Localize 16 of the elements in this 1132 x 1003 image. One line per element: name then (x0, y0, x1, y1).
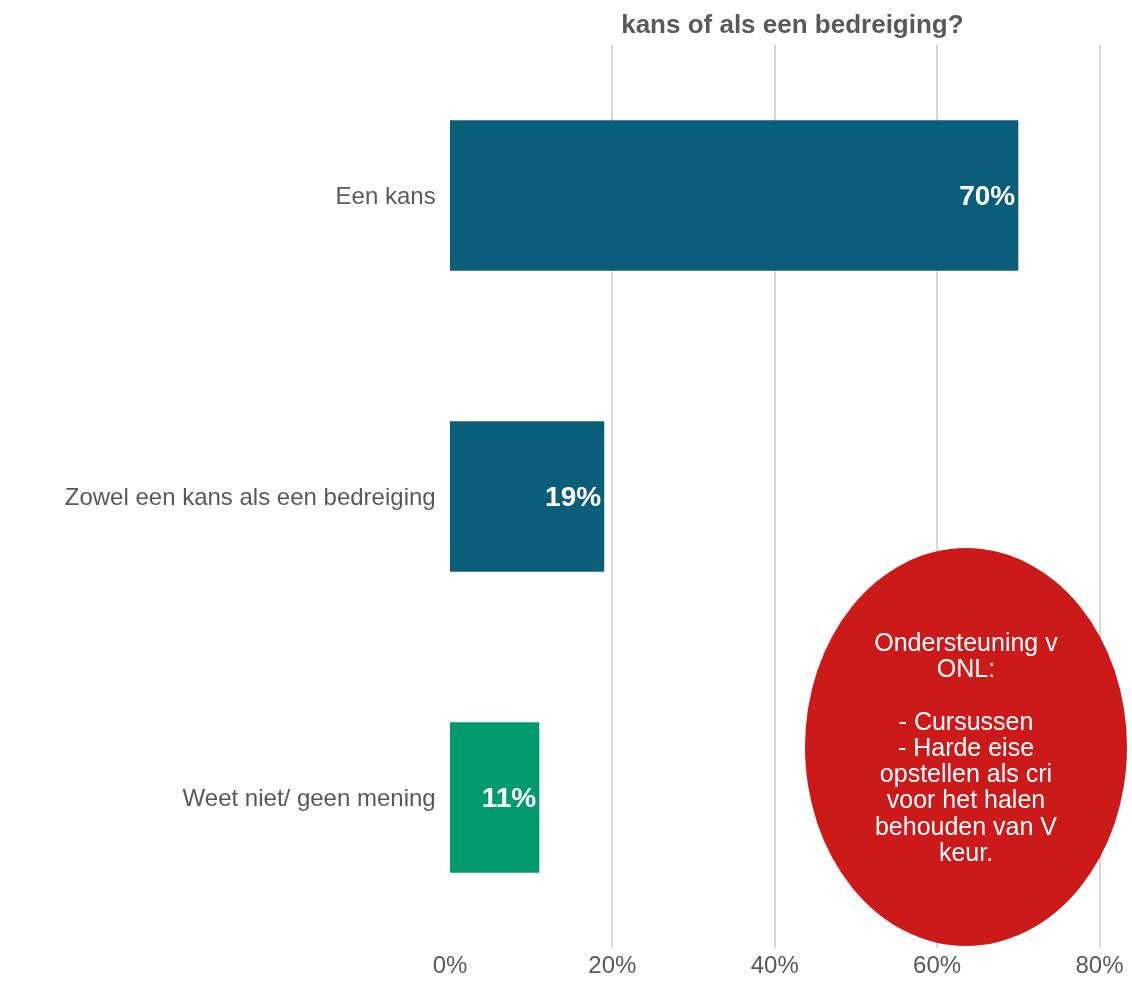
y-tick-label: Een kans (335, 181, 449, 209)
y-tick-label: Zowel een kans als een bedreiging (64, 482, 449, 510)
bar (450, 722, 540, 873)
x-tick-label: 40% (750, 951, 799, 978)
x-tick-label: 80% (1075, 951, 1124, 978)
data-label: 70% (959, 180, 1016, 211)
y-tick-label: Weet niet/ geen mening (182, 783, 449, 811)
bar (450, 421, 605, 572)
x-tick-label: 0% (432, 951, 468, 978)
x-tick-label: 20% (588, 951, 637, 978)
annotation: Ondersteuning v ONL: - Cursussen - Harde eise opstellen als cri voor het halen behouden van V keur. (874, 627, 1058, 866)
bar (450, 120, 1019, 271)
chart-title: kans of als een bedreiging? (621, 9, 964, 40)
x-tick-label: 60% (913, 951, 962, 978)
data-label: 11% (481, 782, 537, 813)
data-label: 19% (545, 481, 602, 512)
